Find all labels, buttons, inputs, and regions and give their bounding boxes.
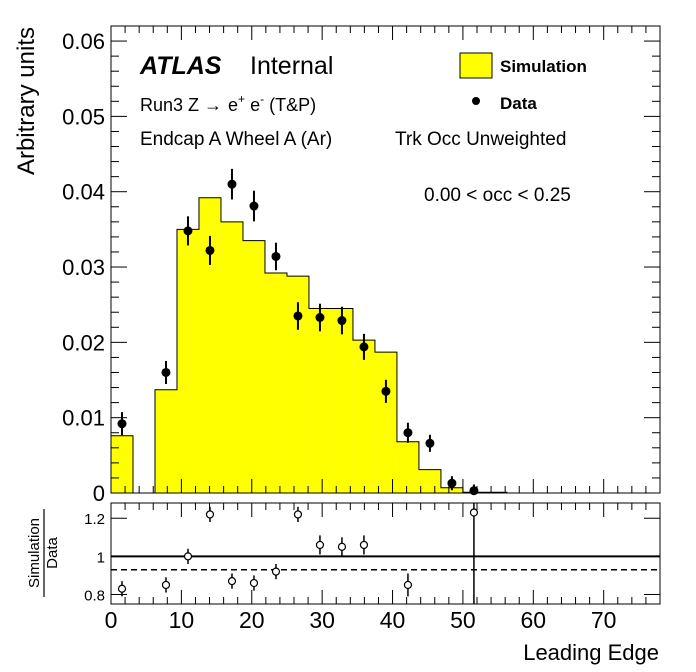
x-tick-label: 50 [450,607,476,633]
simulation-bar [264,273,287,493]
ratio-point [161,580,171,590]
simulation-bar [220,221,243,493]
data-point [161,367,171,377]
data-point [293,311,303,321]
data-point [117,419,127,429]
data-point [271,251,281,261]
data-point [337,316,347,326]
y-tick-label: 0.02 [62,330,105,355]
run-label: Run3 Z → e+ e- (T&P) [140,92,316,115]
legend-data-label: Data [500,94,537,113]
ratio-y-title-numerator: Simulation [26,518,43,588]
simulation-bar [286,276,309,493]
ratio-point [293,510,303,519]
simulation-bar [308,308,331,493]
data-point [183,226,193,236]
run-label-suffix: (T&P) [264,95,316,115]
y-tick-label: 0.04 [62,180,105,205]
ratio-frame [110,502,661,605]
x-tick-label: 70 [591,607,617,633]
ratio-y-title-denominator: Data [44,537,61,569]
ratio-point [183,552,193,561]
data-point [315,312,325,322]
ratio-point [469,508,479,517]
weighting-label: Trk Occ Unweighted [395,129,566,150]
simulation-bar [440,487,463,493]
legend-simulation-label: Simulation [500,57,587,76]
selection-label: 0.00 < occ < 0.25 [424,185,571,206]
ratio-point [271,567,281,576]
x-tick-label: 20 [239,607,265,633]
ratio-point [227,577,237,586]
ratio-point [205,510,215,519]
legend-data-marker [472,97,480,105]
legend: Simulation Data [459,52,587,113]
run-label-plus: + [238,92,245,106]
data-point [403,428,413,438]
y-tick-label: 0.05 [62,104,105,129]
ratio-y-tick-label: 1.2 [84,511,105,528]
simulation-bar [352,340,375,493]
run-label-minus: - [260,92,264,106]
simulation-bar [154,389,177,493]
x-tick-label: 60 [521,607,547,633]
y-axis-title: Arbitrary units [13,27,40,175]
ratio-panel: 0.8 1 1.2 0 10 20 30 40 50 60 70 [84,502,661,633]
x-tick-label: 30 [309,607,335,633]
y-tick-label: 0 [93,481,105,506]
run-label-prefix: Run3 Z [140,95,204,115]
ratio-y-title: Simulation Data [26,509,61,597]
ratio-y-tick-label: 0.8 [84,587,105,604]
simulation-bar [330,308,353,493]
region-label: Endcap A Wheel A (Ar) [140,129,332,150]
data-point [381,386,391,396]
x-tick-label: 0 [105,607,118,633]
x-tick-label: 10 [169,607,195,633]
data-point [447,478,457,488]
y-tick-label: 0.01 [62,406,105,431]
main-histogram-panel: 0 0.01 0.02 0.03 0.04 0.05 0.06 [62,25,661,506]
run-label-e1: e [228,95,238,115]
data-point [227,179,237,189]
simulation-bar [111,435,133,493]
run-label-arrow: → [204,95,222,115]
legend-simulation-swatch [459,52,493,79]
simulation-outline [110,197,508,494]
x-tick-label: 40 [380,607,406,633]
simulation-bar [418,469,441,493]
run-label-e2: e [245,95,260,115]
ratio-point [359,540,369,550]
ratio-point [315,540,325,550]
y-tick-label: 0.06 [62,29,105,54]
status-label: Internal [250,52,333,80]
simulation-bar [176,229,199,493]
data-point [359,342,369,352]
data-point [205,245,215,255]
simulation-bar [396,441,419,493]
ratio-point [249,578,259,588]
x-axis-title: Leading Edge [523,640,659,665]
ratio-point [403,580,413,590]
ratio-point [117,584,127,593]
data-point [249,201,259,211]
main-frame [110,25,661,494]
ratio-y-tick-label: 1 [97,549,105,566]
simulation-bar [374,352,397,493]
y-tick-label: 0.03 [62,255,105,280]
simulation-bar [198,197,221,494]
data-point [425,438,435,448]
simulation-bar [242,240,265,493]
atlas-label: ATLAS [139,52,222,80]
ratio-point [337,542,347,551]
